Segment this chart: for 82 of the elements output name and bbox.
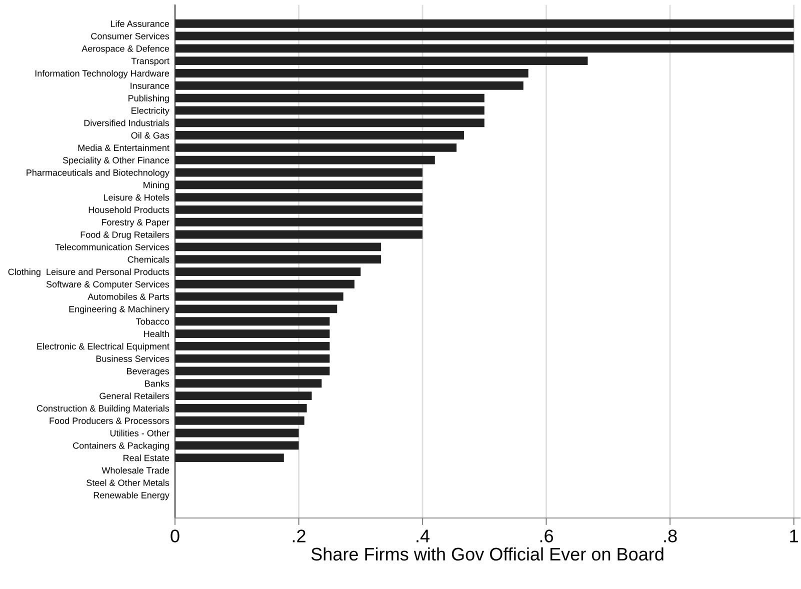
bar: [175, 193, 423, 202]
bar: [175, 19, 794, 28]
bar: [175, 404, 307, 412]
y-tick-label: Publishing: [128, 94, 169, 104]
y-tick-label: Transport: [131, 58, 170, 66]
bar: [175, 131, 464, 140]
bar: [175, 379, 322, 388]
y-tick-label: Insurance: [130, 82, 170, 89]
y-tick-label: Diversified Industrials: [84, 120, 170, 126]
bar: [175, 32, 794, 40]
y-tick-label: Renewable Energy: [94, 492, 170, 500]
y-tick-label: Tobacco: [136, 318, 170, 325]
bar: [175, 428, 299, 438]
y-tick-label: Consumer Services: [91, 32, 170, 40]
y-tick-label: Software & Computer Services: [46, 280, 170, 290]
x-tick-label: .8: [664, 530, 677, 542]
bar: [175, 454, 284, 462]
bar: [175, 106, 484, 115]
bar: [175, 81, 524, 90]
bar: [175, 441, 299, 450]
bar: [175, 242, 382, 252]
y-tick-label: Forestry & Paper: [102, 219, 170, 228]
x-tick-label: 1: [790, 530, 798, 542]
y-tick-label: Media & Entertainment: [78, 144, 170, 152]
x-tick-label: .4: [416, 530, 430, 542]
bar: [175, 69, 528, 78]
y-tick-label: Food Producers & Processors: [50, 417, 170, 424]
y-tick-label: Information Technology Hardware: [35, 70, 170, 78]
x-tick-label: 0: [170, 530, 180, 542]
bar: [175, 168, 423, 177]
bar: [175, 44, 794, 53]
bar: [175, 56, 588, 66]
bar: [175, 416, 304, 425]
bar: [175, 304, 338, 314]
y-tick-label: Automobiles & Parts: [88, 293, 170, 300]
y-tick-label: Electronic & Electrical Equipment: [37, 342, 170, 352]
y-tick-label: Pharmaceuticals and Biotechnology: [26, 169, 170, 178]
y-tick-label: Food & Drug Retailers: [80, 231, 170, 240]
bar: [175, 156, 435, 164]
y-tick-label: Business Services: [96, 355, 170, 362]
bar: [175, 342, 330, 350]
bar: [175, 230, 423, 239]
y-tick-label: Oil & Gas: [131, 132, 170, 139]
y-tick-label: Chemicals: [128, 256, 170, 263]
y-tick-label: Health: [144, 330, 169, 338]
y-tick-label: Aerospace & Defence: [82, 45, 170, 54]
y-tick-label: Household Products: [88, 206, 170, 214]
y-tick-label: Wholesale Trade: [102, 466, 170, 474]
y-tick-label: General Retailers: [100, 392, 170, 400]
bar: [175, 392, 312, 400]
bar: [175, 317, 330, 326]
bar: [175, 292, 344, 301]
bar: [175, 205, 423, 214]
y-tick-label: Steel & Other Metals: [86, 479, 170, 486]
bar: [175, 255, 382, 264]
bar: [175, 180, 423, 190]
y-tick-label: Life Assurance: [110, 20, 170, 27]
x-tick-label: .2: [292, 530, 306, 542]
y-tick-label: Construction & Building Materials: [36, 404, 170, 414]
bar: [175, 218, 423, 226]
y-tick-label: Utilities - Other: [110, 430, 170, 436]
y-tick-label: Mining: [144, 182, 169, 190]
y-tick-label: Real Estate: [124, 454, 170, 462]
y-tick-label: Electricity: [132, 107, 170, 116]
x-tick-label: .6: [540, 530, 554, 542]
y-tick-label: Banks: [145, 380, 170, 387]
x-axis-title: Share Firms with Gov Official Ever on Board: [311, 547, 664, 561]
y-tick-label: Clothing Leisure and Personal Products: [8, 268, 170, 277]
bar: [175, 330, 330, 338]
y-tick-label: Speciality & Other Finance: [62, 156, 170, 166]
y-tick-label: Leisure & Hotels: [104, 194, 170, 201]
y-tick-label: Containers & Packaging: [73, 442, 169, 451]
y-tick-label: Engineering & Machinery: [69, 306, 170, 314]
bar: [175, 143, 457, 152]
bar: [175, 268, 361, 276]
bar: [175, 280, 354, 288]
bar: [175, 118, 484, 128]
bar: [175, 94, 484, 102]
bar: [175, 366, 330, 376]
y-tick-label: Telecommunication Services: [55, 244, 170, 250]
y-tick-label: Beverages: [127, 368, 170, 376]
bar: [175, 354, 330, 363]
